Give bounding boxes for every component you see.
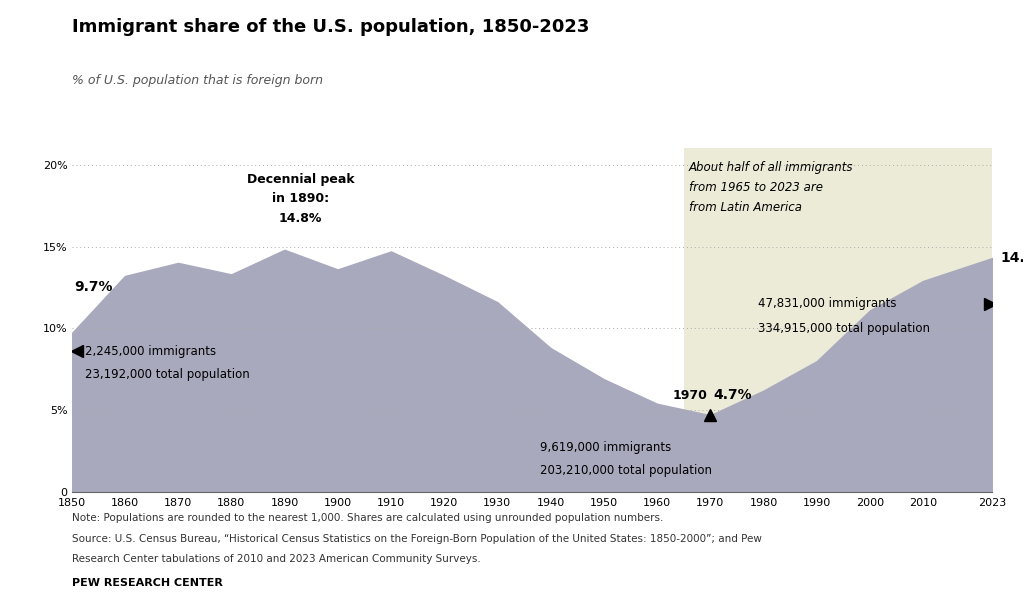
Text: 203,210,000 total population: 203,210,000 total population [540, 464, 712, 477]
Text: 4.7%: 4.7% [713, 388, 752, 402]
Text: in 1890:: in 1890: [272, 193, 329, 205]
Text: Note: Populations are rounded to the nearest 1,000. Shares are calculated using : Note: Populations are rounded to the nea… [72, 513, 663, 523]
Text: Research Center tabulations of 2010 and 2023 American Community Surveys.: Research Center tabulations of 2010 and … [72, 554, 481, 565]
Text: 334,915,000 total population: 334,915,000 total population [758, 322, 930, 335]
Text: Immigrant share of the U.S. population, 1850-2023: Immigrant share of the U.S. population, … [72, 18, 589, 36]
Text: 9.7%: 9.7% [75, 280, 113, 295]
Text: 2,245,000 immigrants: 2,245,000 immigrants [85, 345, 216, 358]
Text: About half of all immigrants: About half of all immigrants [688, 161, 853, 174]
Text: 14.8%: 14.8% [278, 212, 322, 225]
Text: 23,192,000 total population: 23,192,000 total population [85, 368, 250, 381]
Text: from 1965 to 2023 are: from 1965 to 2023 are [688, 181, 822, 194]
Text: PEW RESEARCH CENTER: PEW RESEARCH CENTER [72, 578, 222, 588]
Text: Decennial peak: Decennial peak [247, 173, 354, 186]
Text: % of U.S. population that is foreign born: % of U.S. population that is foreign bor… [72, 74, 322, 87]
Text: 47,831,000 immigrants: 47,831,000 immigrants [758, 297, 896, 310]
Text: 9,619,000 immigrants: 9,619,000 immigrants [540, 441, 671, 454]
Text: 1970: 1970 [673, 389, 708, 402]
Bar [683, 148, 992, 492]
Text: from Latin America: from Latin America [688, 200, 802, 213]
Text: 14.3%: 14.3% [1000, 251, 1023, 265]
Text: Source: U.S. Census Bureau, “Historical Census Statistics on the Foreign-Born Po: Source: U.S. Census Bureau, “Historical … [72, 534, 761, 544]
